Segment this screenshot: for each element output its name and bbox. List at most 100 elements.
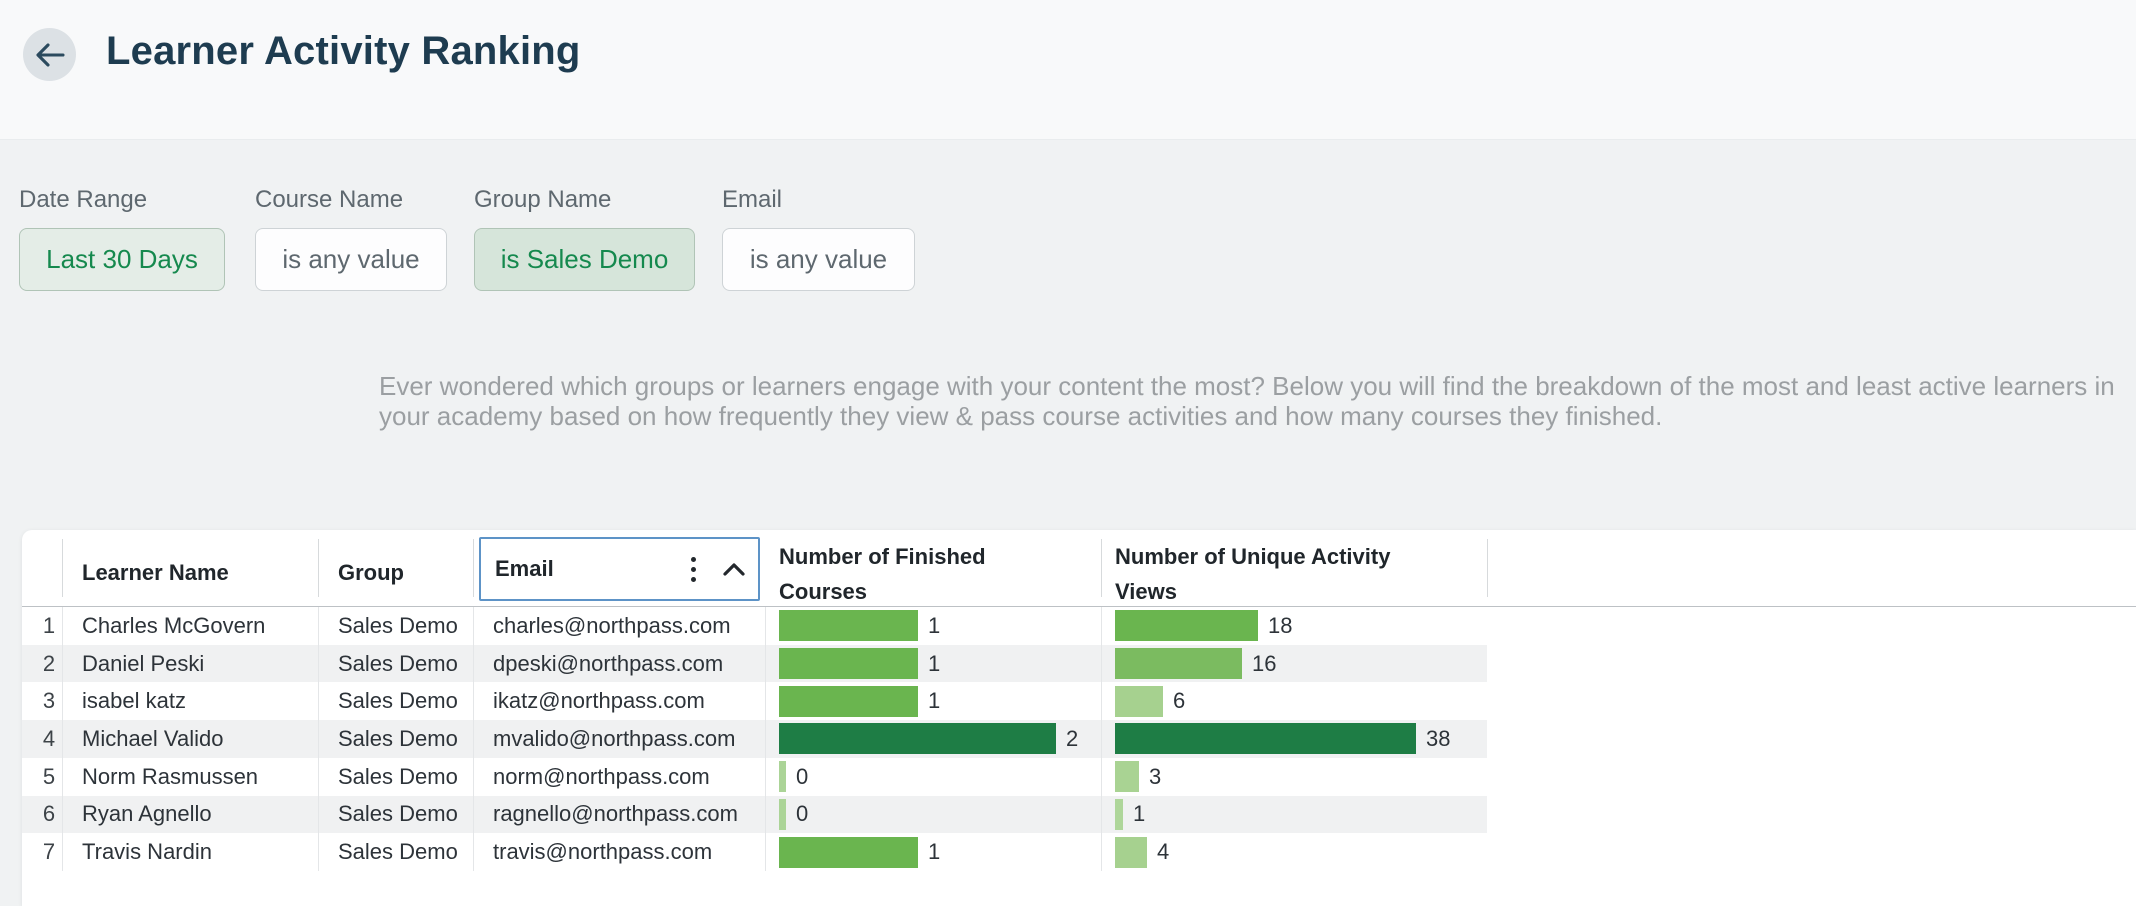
learner-name-cell: Charles McGovern [82,612,266,638]
data-bar [1115,761,1139,793]
row-index-cell: 3 [42,688,56,714]
learner-name-cell: Norm Rasmussen [82,763,259,789]
column-divider [318,682,319,721]
data-bar-value: 1 [928,688,941,714]
column-divider [473,833,474,871]
column-divider [1487,539,1488,597]
table-row: 5 Norm Rasmussen Sales Demo norm@northpa… [22,757,1487,796]
column-divider [473,607,474,645]
filter-date-range: Date Range Last 30 Days [19,186,225,291]
column-header-group[interactable]: Group [338,560,404,585]
column-divider [1101,757,1102,796]
data-bar-value: 0 [796,801,809,827]
data-bar-value: 1 [928,650,941,676]
data-bar-value: 3 [1149,763,1162,789]
column-header-finished-courses[interactable]: Number of Finished Courses [779,544,986,604]
table-row: 4 Michael Valido Sales Demo mvalido@nort… [22,720,1487,758]
column-divider [473,682,474,721]
data-bar [779,723,1056,755]
row-index-cell: 2 [42,650,56,676]
data-bar-value: 0 [796,763,809,789]
column-header-learner-name[interactable]: Learner Name [82,560,229,585]
column-divider [765,757,766,796]
column-header-activity-views[interactable]: Number of Unique Activity Views [1115,544,1391,604]
finished-courses-bar: 0 [779,758,808,796]
filter-label: Course Name [255,186,404,213]
activity-views-bar: 16 [1115,645,1276,683]
table-row: 1 Charles McGovern Sales Demo charles@no… [22,607,1487,645]
page-title: Learner Activity Ranking [106,29,581,73]
table-row: 6 Ryan Agnello Sales Demo ragnello@north… [22,795,1487,834]
kebab-menu-icon[interactable] [689,553,698,586]
column-divider [765,607,766,645]
email-cell: norm@northpass.com [493,763,710,789]
filter-label: Group Name [474,186,612,213]
email-cell: ragnello@northpass.com [493,801,738,827]
column-divider [62,539,63,597]
data-bar-value: 18 [1268,612,1293,638]
table-header-row: Learner Name Group Email Number of Finis… [22,530,2136,607]
learner-name-cell: Daniel Peski [82,650,205,676]
filter-group-name-value[interactable]: is Sales Demo [474,228,695,291]
column-divider [765,795,766,834]
column-divider [473,757,474,796]
filter-email-value[interactable]: is any value [722,228,915,291]
group-cell: Sales Demo [338,725,458,751]
column-divider [62,644,63,683]
back-button[interactable] [23,28,76,81]
arrow-left-icon [35,42,65,67]
data-bar [1115,723,1416,755]
row-index-cell: 5 [42,763,56,789]
column-divider [1101,607,1102,645]
row-index-cell: 4 [42,725,56,751]
data-bar-value: 6 [1173,688,1186,714]
sort-ascending-icon[interactable] [722,561,746,577]
data-bar [1115,798,1123,830]
filter-course-name-value[interactable]: is any value [255,228,447,291]
column-divider [62,833,63,871]
column-divider [62,795,63,834]
row-index-cell: 1 [42,612,56,638]
row-index-cell: 7 [42,839,56,865]
table-row: 3 isabel katz Sales Demo ikatz@northpass… [22,682,1487,721]
data-bar-value: 1 [928,839,941,865]
table-row: 2 Daniel Peski Sales Demo dpeski@northpa… [22,644,1487,683]
row-index-cell: 6 [42,801,56,827]
table-body: 1 Charles McGovern Sales Demo charles@no… [22,607,2136,871]
group-cell: Sales Demo [338,612,458,638]
email-cell: travis@northpass.com [493,839,713,865]
activity-views-bar: 38 [1115,720,1450,758]
activity-views-bar: 6 [1115,682,1185,720]
column-divider [1101,720,1102,758]
email-cell: dpeski@northpass.com [493,650,724,676]
data-bar [1115,836,1147,868]
data-bar [779,836,918,868]
column-divider [473,539,474,597]
group-cell: Sales Demo [338,839,458,865]
column-divider [765,833,766,871]
activity-views-bar: 18 [1115,607,1292,645]
email-header-label: Email [495,556,554,581]
column-header-email[interactable]: Email [479,537,760,601]
column-divider [62,682,63,721]
learner-name-cell: Michael Valido [82,725,224,751]
column-divider [62,607,63,645]
column-divider [318,757,319,796]
group-cell: Sales Demo [338,650,458,676]
column-divider [318,720,319,758]
learner-name-cell: isabel katz [82,688,186,714]
table-card: Learner Name Group Email Number of Finis… [22,530,2136,906]
column-divider [318,795,319,834]
filter-date-range-value[interactable]: Last 30 Days [19,228,225,291]
data-bar [779,761,786,793]
data-bar [779,610,918,642]
activity-views-bar: 3 [1115,758,1161,796]
filter-course-name: Course Name is any value [255,186,447,291]
column-divider [473,644,474,683]
data-bar [1115,610,1258,642]
data-bar [779,648,918,680]
filter-email: Email is any value [722,186,915,291]
data-bar-value: 16 [1252,650,1277,676]
data-bar-value: 1 [928,612,941,638]
column-divider [62,757,63,796]
